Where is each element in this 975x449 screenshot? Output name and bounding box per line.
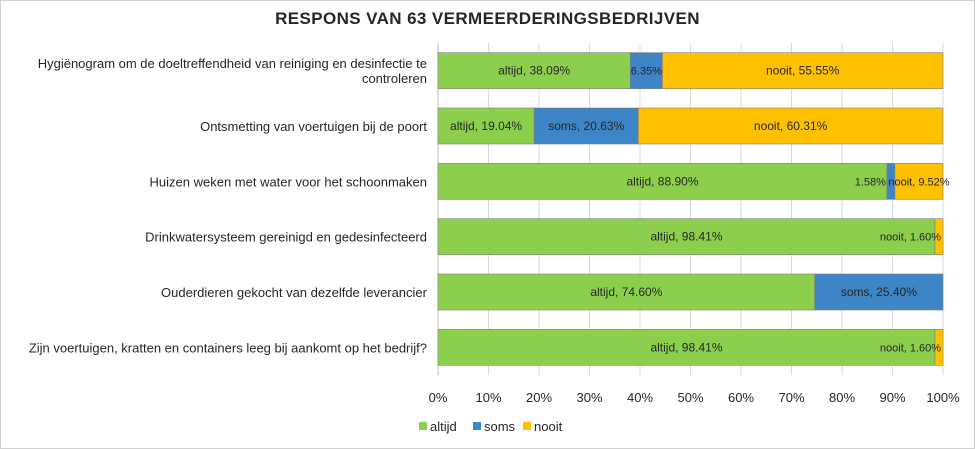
data-label: altijd, 98.41%	[650, 340, 722, 354]
legend-label-nooit: nooit	[534, 419, 563, 434]
category-label: Hygiënogram om de doeltreffendheid van r…	[38, 56, 427, 71]
x-tick-label: 50%	[677, 390, 703, 405]
x-tick-label: 10%	[475, 390, 501, 405]
x-tick-label: 30%	[576, 390, 602, 405]
data-label: 6.35%	[631, 66, 662, 78]
legend-swatch-nooit	[523, 422, 531, 430]
x-tick-label: 20%	[526, 390, 552, 405]
category-label: Ontsmetting van voertuigen bij de poort	[200, 119, 427, 134]
legend-swatch-soms	[473, 422, 481, 430]
bar-nooit	[934, 218, 944, 255]
bar-nooit	[638, 107, 944, 145]
bar-altijd	[437, 218, 936, 255]
data-label: nooit, 9.52%	[888, 176, 949, 188]
bar-nooit	[934, 329, 944, 366]
bar-altijd	[437, 163, 888, 200]
data-label: nooit, 60.31%	[754, 119, 828, 133]
category-label: Ouderdieren gekocht van dezelfde leveran…	[161, 285, 428, 300]
data-label: 1.58%	[855, 176, 886, 188]
bar-nooit	[894, 163, 944, 200]
x-tick-label: 60%	[728, 390, 754, 405]
x-tick-label: 0%	[429, 390, 448, 405]
legend-label-soms: soms	[484, 419, 516, 434]
category-label: Drinkwatersysteem gereinigd en gedesinfe…	[145, 230, 427, 245]
data-label: soms, 20.63%	[548, 119, 624, 133]
bar-altijd	[437, 107, 535, 145]
data-label: nooit, 1.60%	[880, 232, 941, 244]
data-label: altijd, 98.41%	[650, 230, 722, 244]
bar-altijd	[437, 329, 936, 366]
category-label: Zijn voertuigen, kratten en containers l…	[29, 340, 427, 355]
bar-soms	[814, 273, 944, 311]
data-label: altijd, 88.90%	[626, 174, 698, 188]
data-label: nooit, 55.55%	[766, 64, 840, 78]
data-label: soms, 25.40%	[841, 285, 917, 299]
category-label: controleren	[362, 71, 427, 86]
chart-title: RESPONS VAN 63 VERMEERDERINGSBEDRIJVEN	[275, 9, 700, 28]
bar-nooit	[662, 52, 944, 89]
data-label: altijd, 19.04%	[450, 119, 522, 133]
legend-label-altijd: altijd	[430, 419, 457, 434]
x-tick-label: 40%	[627, 390, 653, 405]
x-tick-label: 100%	[926, 390, 960, 405]
x-tick-label: 70%	[778, 390, 804, 405]
x-tick-label: 80%	[829, 390, 855, 405]
bar-altijd	[437, 52, 631, 89]
bar-altijd	[437, 273, 816, 311]
bar-soms	[630, 52, 663, 89]
legend-swatch-altijd	[419, 422, 427, 430]
data-label: altijd, 38.09%	[498, 64, 570, 78]
data-label: altijd, 74.60%	[590, 285, 662, 299]
x-tick-label: 90%	[879, 390, 905, 405]
category-label: Huizen weken met water voor het schoonma…	[150, 174, 427, 189]
data-label: nooit, 1.60%	[880, 342, 941, 354]
